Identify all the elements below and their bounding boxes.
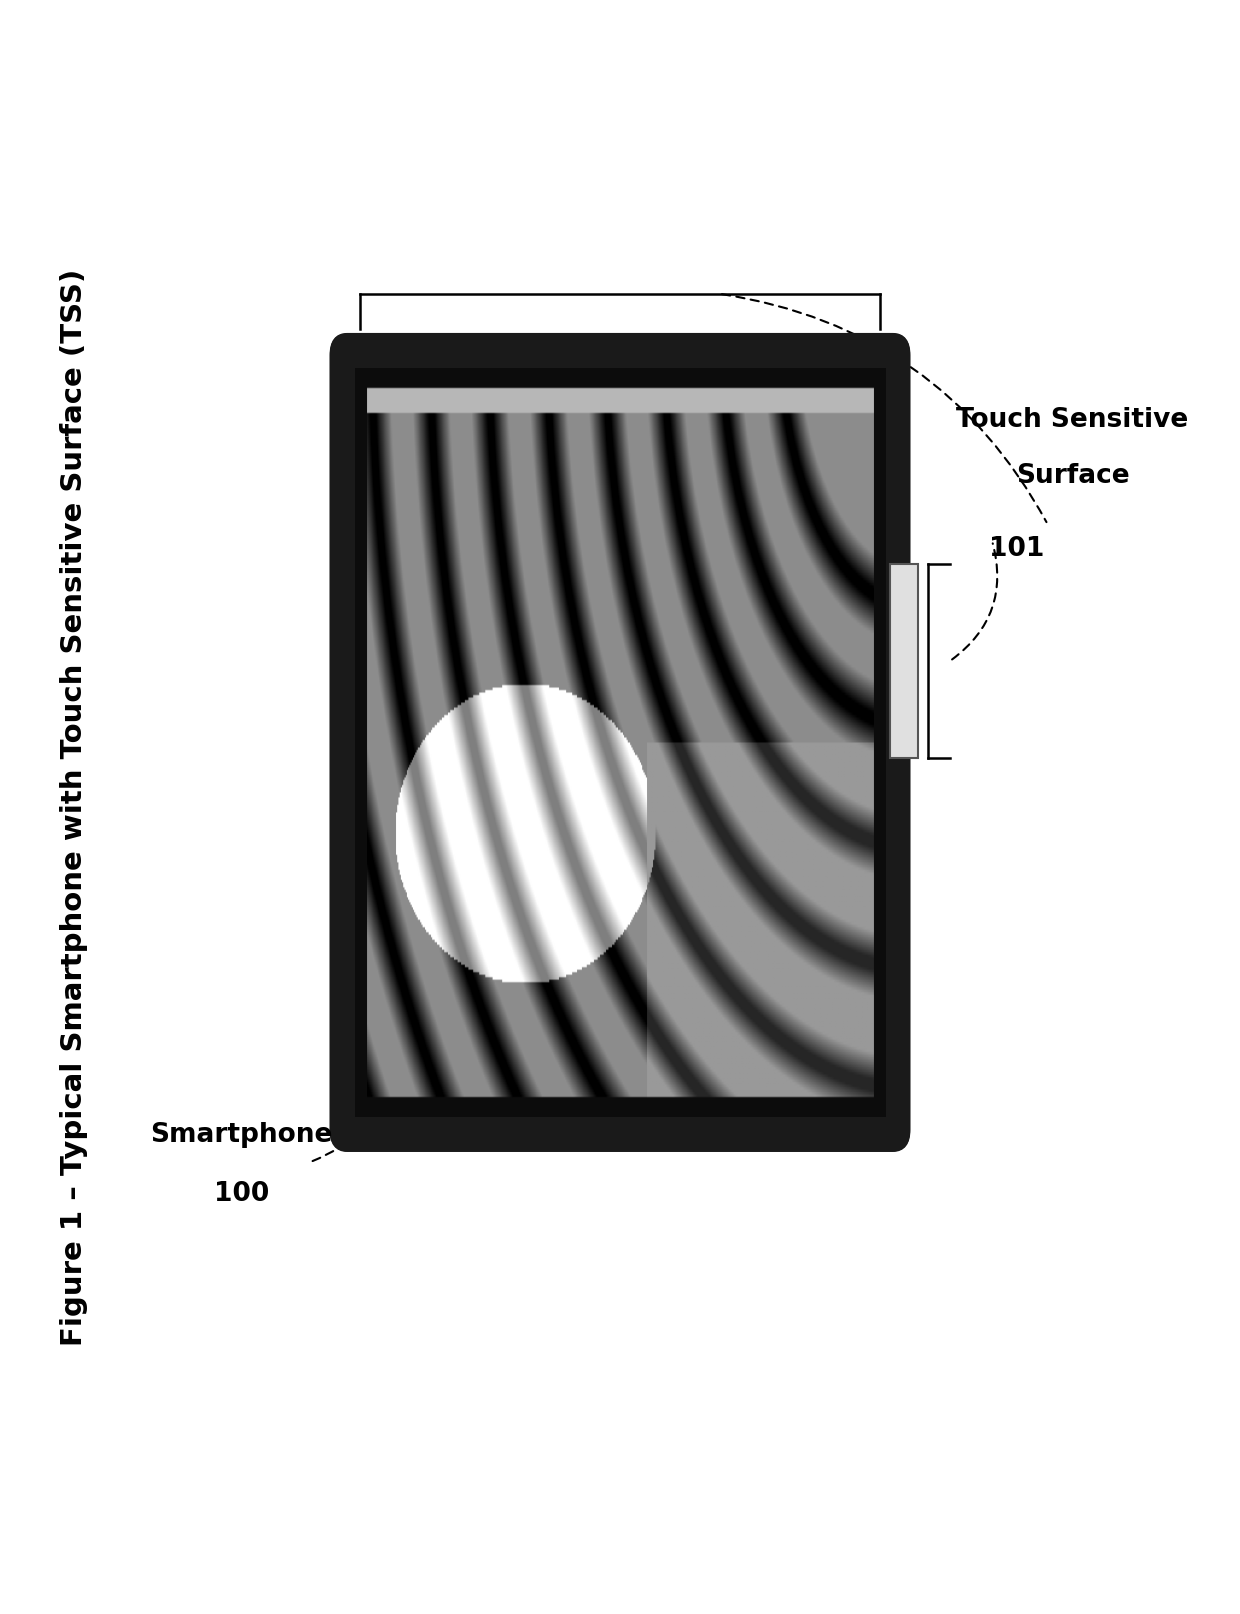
Text: Surface: Surface bbox=[1016, 463, 1130, 489]
Bar bbox=[890, 565, 918, 759]
Text: Figure 1 – Typical Smartphone with Touch Sensitive Surface (TSS): Figure 1 – Typical Smartphone with Touch… bbox=[61, 268, 88, 1346]
Text: Touch Sensitive: Touch Sensitive bbox=[956, 407, 1189, 433]
Text: 101: 101 bbox=[990, 536, 1044, 562]
Text: 100: 100 bbox=[215, 1181, 269, 1207]
FancyBboxPatch shape bbox=[332, 336, 908, 1149]
Text: Smartphone: Smartphone bbox=[150, 1122, 334, 1148]
